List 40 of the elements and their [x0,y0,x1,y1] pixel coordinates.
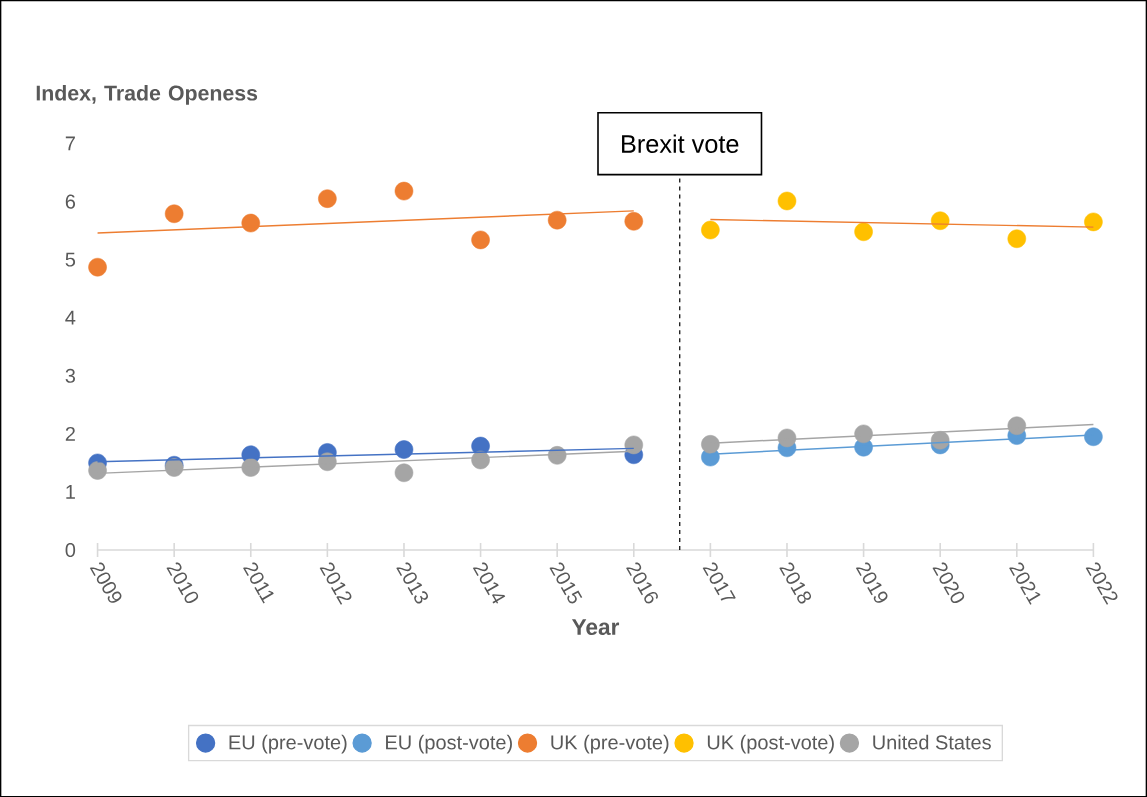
point [471,230,490,249]
point [88,461,107,480]
point [777,191,797,211]
y-tick-label: 3 [65,368,76,383]
y-tick-label: 6 [65,194,76,209]
ref-line-label: Brexit vote [622,134,739,153]
point [1084,427,1103,446]
point [394,463,414,482]
point [394,440,414,459]
point [854,424,873,443]
legend-label: UK (post-vote) [707,734,834,754]
point [777,428,797,447]
y-tick-label: 2 [65,426,75,441]
point [1084,212,1103,231]
y-axis-title: Index, Trade Openess [36,84,258,105]
legend-label: EU (pre-vote) [229,734,347,754]
point [241,213,261,233]
point [547,210,567,230]
y-tick-label: 7 [65,136,75,151]
point [241,458,261,477]
point [854,222,873,241]
point [701,220,720,240]
point [624,211,644,231]
point [318,189,337,208]
point [624,435,644,454]
y-tick-label: 0 [65,542,76,557]
point [1007,416,1027,435]
y-tick-label: 4 [65,310,76,325]
point [701,434,720,454]
point [164,204,184,223]
point [471,450,490,470]
legend-label: UK (pre-vote) [551,734,669,754]
legend-label: United States [873,734,991,750]
point [1007,229,1027,248]
y-tick-label: 1 [66,484,75,499]
point [394,181,414,201]
y-tick-label: 5 [65,252,76,267]
legend-label: EU (post-vote) [386,734,512,754]
point [88,257,107,277]
x-axis-title: Year [571,619,620,635]
